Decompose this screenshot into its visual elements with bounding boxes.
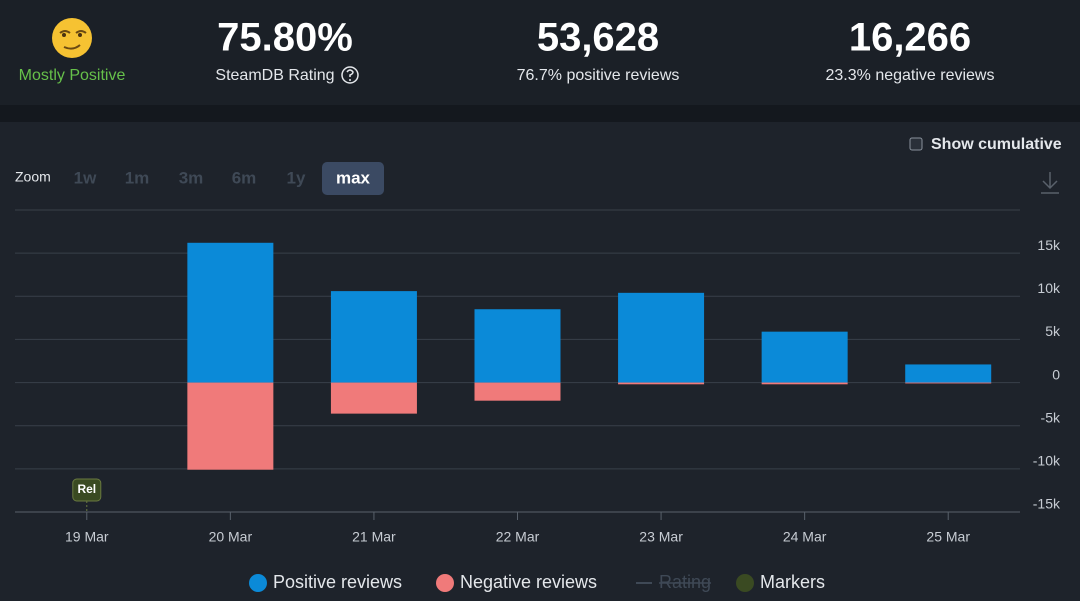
cumulative-checkbox[interactable]	[909, 137, 923, 151]
x-tick-label: 25 Mar	[926, 529, 970, 545]
negative-label: 23.3% negative reviews	[826, 67, 995, 84]
rating-emoji	[52, 18, 92, 58]
bar-segment	[187, 242, 274, 383]
bar-segment	[474, 382, 561, 401]
y-tick-label: -10k	[1033, 453, 1061, 469]
rating-value: 75.80%	[217, 16, 353, 60]
x-tick-label: 19 Mar	[65, 529, 109, 545]
header-bg	[0, 0, 1080, 105]
legend-label: Rating	[659, 572, 711, 592]
y-tick-label: -5k	[1041, 409, 1061, 425]
x-tick-label: 22 Mar	[496, 529, 540, 545]
legend-label: Positive reviews	[273, 572, 402, 592]
negative-count: 16,266	[849, 16, 971, 60]
marker-label: Rel	[77, 482, 96, 496]
y-tick-label: 5k	[1045, 323, 1061, 339]
legend-label: Markers	[760, 572, 825, 592]
positive-label: 76.7% positive reviews	[517, 67, 680, 84]
legend-item[interactable]: Markers	[736, 572, 825, 592]
bar-segment	[330, 291, 417, 383]
y-tick-label: 10k	[1037, 280, 1061, 296]
x-tick-label: 20 Mar	[209, 529, 253, 545]
bar-segment	[330, 382, 417, 414]
zoom-active-bg	[322, 162, 384, 195]
zoom-label: Zoom	[15, 169, 51, 185]
cumulative-label[interactable]: Show cumulative	[931, 136, 1062, 153]
bar-segment	[474, 309, 561, 383]
zoom-group: 1w 1m 3m 6m 1y max	[74, 162, 384, 195]
plot: -15k -10k -5k 0 5k 10k 15k 19 Mar 20 Mar 21 Mar 22…	[15, 237, 1061, 592]
legend-item[interactable]: Positive reviews	[249, 572, 402, 592]
legend-swatch	[249, 574, 267, 592]
zoom-button[interactable]: 1y	[287, 168, 306, 187]
marker-badge[interactable]	[72, 478, 102, 502]
zoom-button[interactable]: 1m	[125, 168, 150, 187]
positive-count: 53,628	[537, 16, 659, 60]
y-tick-label: -15k	[1033, 496, 1061, 512]
bar-segment	[761, 382, 848, 385]
x-tick-label: 21 Mar	[352, 529, 396, 545]
x-tick-label: 24 Mar	[783, 529, 827, 545]
bar-segment	[905, 364, 992, 383]
bar-segment	[187, 382, 274, 470]
divider	[0, 105, 1080, 122]
legend-item[interactable]: Rating	[636, 572, 712, 592]
rating-label: SteamDB Rating	[215, 67, 334, 84]
zoom-button[interactable]: 6m	[232, 168, 257, 187]
x-tick-label: 23 Mar	[639, 529, 683, 545]
zoom-button[interactable]: max	[336, 168, 371, 187]
download-button[interactable]	[1041, 172, 1059, 194]
bar-segment	[618, 292, 705, 383]
legend-item[interactable]: Negative reviews	[436, 572, 597, 592]
legend-swatch	[436, 574, 454, 592]
bar-segment	[618, 382, 705, 385]
bar-segment	[761, 331, 848, 383]
bar-segment	[905, 382, 992, 384]
rating-word: Mostly Positive	[19, 67, 126, 84]
legend-swatch	[736, 574, 754, 592]
y-tick-label: 0	[1052, 366, 1060, 382]
legend-label: Negative reviews	[460, 572, 597, 592]
y-tick-label: 15k	[1037, 237, 1061, 253]
zoom-button[interactable]: 1w	[74, 168, 97, 187]
help-icon[interactable]	[341, 66, 359, 84]
zoom-button[interactable]: 3m	[179, 168, 204, 187]
